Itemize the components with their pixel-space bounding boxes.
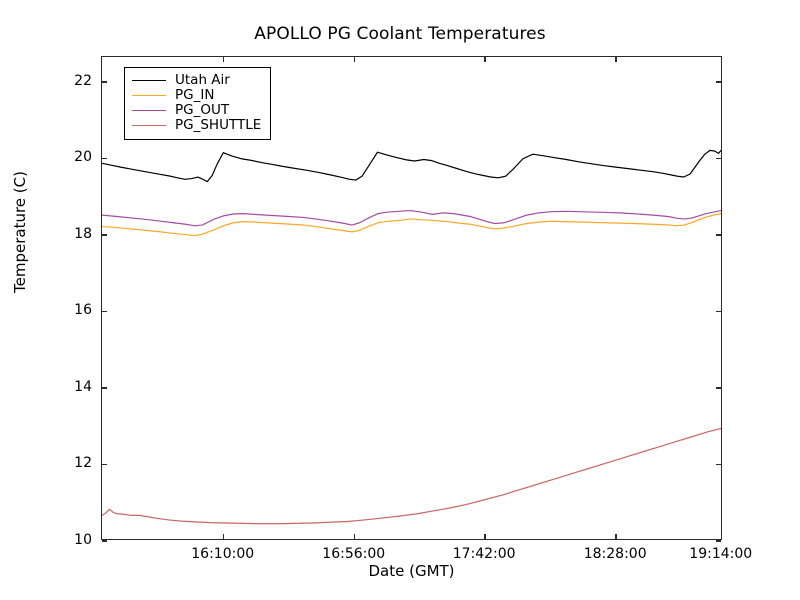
y-tick-mark: [716, 157, 721, 160]
y-tick-label: 14: [74, 378, 92, 395]
legend-label: PG_IN: [175, 87, 215, 103]
y-axis-tick-labels: 10 12 14 16 18 20 22: [0, 56, 92, 548]
x-tick-label: 19:14:00: [689, 546, 753, 562]
y-tick-mark: [102, 540, 107, 542]
y-tick-label: 10: [74, 532, 92, 548]
y-tick-label: 20: [74, 149, 92, 166]
legend-label: PG_SHUTTLE: [175, 117, 262, 133]
chart-title: APOLLO PG Coolant Temperatures: [254, 24, 546, 44]
y-tick-mark: [102, 463, 107, 466]
legend-item: PG_OUT: [132, 103, 261, 118]
x-tick-label: 18:28:00: [583, 546, 647, 562]
x-tick-mark: [354, 534, 356, 539]
y-tick-mark: [102, 234, 107, 236]
y-tick-label: 12: [74, 455, 92, 472]
y-tick-mark: [102, 387, 107, 389]
series-line-pg-out: [102, 209, 721, 227]
y-tick-mark: [102, 310, 107, 313]
legend-color-swatch: [132, 95, 166, 96]
x-tick-mark: [721, 57, 723, 62]
legend-color-swatch: [132, 80, 166, 81]
x-tick-mark: [615, 534, 617, 539]
x-axis-label: Date (GMT): [368, 562, 455, 580]
y-tick-mark: [716, 310, 721, 313]
legend-label: PG_OUT: [175, 102, 230, 118]
legend-color-swatch: [132, 110, 166, 111]
y-tick-mark: [716, 540, 721, 542]
x-tick-mark: [484, 534, 486, 539]
legend-label: Utah Air: [175, 72, 230, 88]
plot-lines: [102, 149, 721, 525]
series-line-pg-in: [102, 213, 721, 237]
y-tick-mark: [102, 157, 107, 160]
x-tick-mark: [354, 57, 356, 62]
y-tick-mark: [102, 81, 107, 83]
legend-color-swatch: [132, 125, 166, 126]
y-tick-mark: [716, 463, 721, 466]
y-tick-mark: [716, 234, 721, 236]
x-tick-mark: [223, 534, 225, 539]
legend-item: PG_IN: [132, 88, 261, 103]
y-tick-mark: [716, 81, 721, 83]
series-line-utah-air: [102, 149, 721, 183]
series-line-pg-shuttle: [102, 427, 721, 525]
legend-item: PG_SHUTTLE: [132, 118, 261, 133]
x-tick-mark: [223, 57, 225, 62]
x-tick-label: 17:42:00: [452, 546, 516, 562]
legend-item: Utah Air: [132, 73, 261, 88]
x-tick-label: 16:56:00: [322, 546, 386, 562]
x-tick-mark: [721, 534, 723, 539]
x-tick-mark: [615, 57, 617, 62]
y-tick-label: 18: [74, 225, 92, 242]
y-tick-mark: [716, 387, 721, 389]
chart-legend: Utah Air PG_IN PG_OUT PG_SHUTTLE: [124, 67, 272, 140]
x-tick-mark: [484, 57, 486, 62]
x-tick-label: 16:10:00: [191, 546, 255, 562]
y-tick-label: 16: [74, 302, 92, 319]
y-tick-label: 22: [74, 72, 92, 89]
